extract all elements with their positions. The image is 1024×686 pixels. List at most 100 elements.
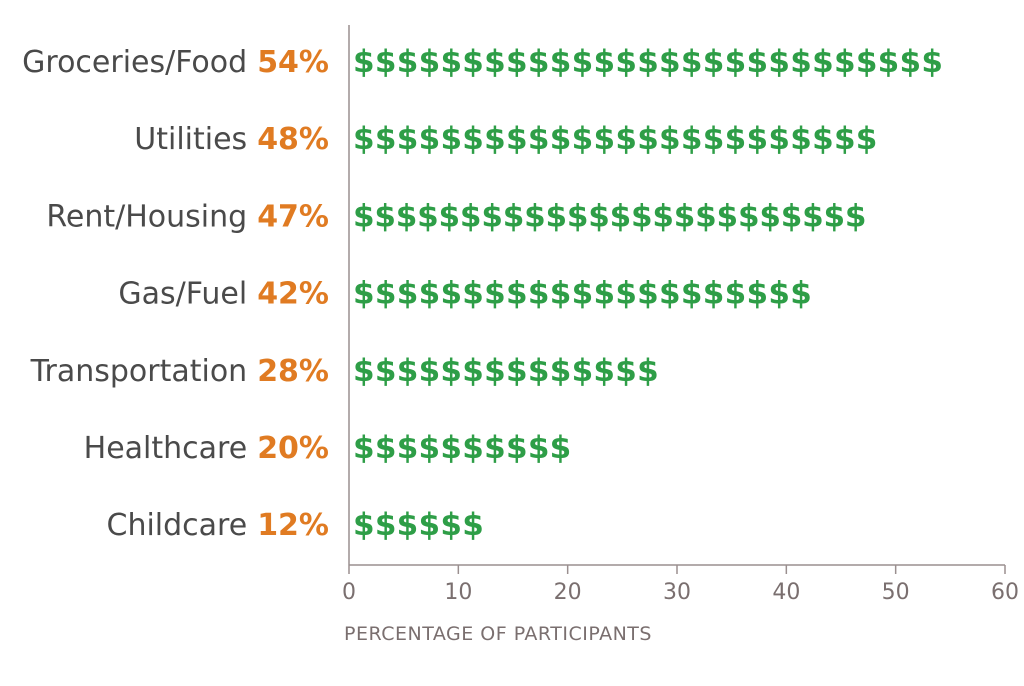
dollar-mark: $ [768, 276, 790, 312]
dollar-mark: $ [823, 198, 845, 234]
dollar-mark: $ [572, 44, 594, 80]
dollar-mark: $ [681, 276, 703, 312]
dollar-mark: $ [462, 353, 484, 389]
dollar-mark: $ [615, 44, 637, 80]
x-tick-label: 20 [554, 580, 582, 605]
dollar-mark: $ [506, 430, 528, 466]
x-tick-label: 60 [991, 580, 1019, 605]
dollar-mark: $ [790, 276, 812, 312]
dollar-mark: $ [440, 44, 462, 80]
category-label: Transportation 28% [30, 354, 329, 389]
dollar-mark: $ [725, 44, 747, 80]
dollar-mark: $ [528, 276, 550, 312]
dollar-mark: $ [375, 44, 397, 80]
dollar-mark: $ [484, 276, 506, 312]
chart-row: Rent/Housing 47% $ $ $ $ $ $ $ $ $ $ $ $ $ $ $ $ $ $ $ $ $ $ $ $ [46, 198, 866, 234]
dollar-mark: $ [747, 44, 769, 80]
chart-row: Utilities 48% $ $ $ $ $ $ $ $ $ $ $ $ $ $ $ $ $ $ $ $ $ $ $ $ [134, 121, 877, 157]
dollar-mark: $ [610, 198, 632, 234]
dollar-mark: $ [593, 44, 615, 80]
dollar-mark: $ [659, 44, 681, 80]
category-label: Healthcare 20% [84, 431, 329, 466]
dollar-mark: $ [524, 198, 546, 234]
dollar-mark: $ [746, 276, 768, 312]
dollar-mark: $ [790, 121, 812, 157]
dollar-mark: $ [506, 121, 528, 157]
dollar-mark: $ [353, 430, 375, 466]
dollar-mark: $ [374, 198, 396, 234]
dollar-mark: $ [462, 121, 484, 157]
dollar-mark: $ [462, 430, 484, 466]
dollar-mark: $ [375, 430, 397, 466]
dollar-mark: $ [440, 121, 462, 157]
dollar-mark: $ [681, 121, 703, 157]
dollar-mark: $ [550, 121, 572, 157]
dollar-mark: $ [375, 276, 397, 312]
dollar-mark: $ [703, 44, 725, 80]
dollar-mark: $ [674, 198, 696, 234]
x-tick-label: 30 [663, 580, 691, 605]
dollar-mark: $ [878, 44, 900, 80]
dollar-mark: $ [572, 353, 594, 389]
dollar-mark: $ [462, 507, 484, 543]
dollar-mark: $ [528, 353, 550, 389]
category-label: Childcare 12% [107, 508, 330, 543]
dollar-mark: $ [790, 44, 812, 80]
dollar-mark: $ [834, 44, 856, 80]
x-tick-label: 40 [772, 580, 800, 605]
dollar-mark: $ [812, 121, 834, 157]
dollar-mark: $ [419, 44, 441, 80]
chart-row: Groceries/Food 54% $ $ $ $ $ $ $ $ $ $ $ $ $ $ $ $ $ $ $ $ $ $ $… [22, 44, 943, 80]
category-label: Utilities 48% [134, 122, 329, 157]
dollar-mark: $ [588, 198, 610, 234]
x-axis-title: PERCENTAGE OF PARTICIPANTS [344, 623, 652, 645]
dollar-mark: $ [375, 353, 397, 389]
dollar-mark: $ [615, 276, 637, 312]
dollar-mark: $ [462, 44, 484, 80]
dollar-mark: $ [375, 121, 397, 157]
dollar-mark: $ [812, 44, 834, 80]
dollar-mark: $ [484, 353, 506, 389]
category-label: Rent/Housing 47% [46, 199, 329, 234]
dollar-mark: $ [717, 198, 739, 234]
dollar-mark: $ [856, 44, 878, 80]
dollar-mark: $ [834, 121, 856, 157]
dollar-mark: $ [396, 198, 418, 234]
category-label: Gas/Fuel 42% [118, 277, 329, 312]
x-tick-label: 50 [882, 580, 910, 605]
dollar-mark: $ [440, 430, 462, 466]
dollar-mark: $ [550, 430, 572, 466]
dollar-mark: $ [631, 198, 653, 234]
dollar-mark: $ [397, 44, 419, 80]
dollar-mark: $ [659, 121, 681, 157]
dollar-mark: $ [593, 121, 615, 157]
dollar-mark: $ [506, 44, 528, 80]
dollar-mark: $ [353, 507, 375, 543]
dollar-mark: $ [746, 121, 768, 157]
dollar-mark: $ [419, 276, 441, 312]
dollar-mark: $ [484, 121, 506, 157]
dollar-mark: $ [725, 276, 747, 312]
dollar-mark: $ [419, 121, 441, 157]
dollar-mark: $ [439, 198, 461, 234]
dollar-mark: $ [417, 198, 439, 234]
dollar-mark: $ [419, 507, 441, 543]
dollar-mark: $ [637, 276, 659, 312]
dollar-mark: $ [353, 276, 375, 312]
dollar-mark: $ [681, 44, 703, 80]
dollar-mark: $ [703, 276, 725, 312]
dollar-mark: $ [481, 198, 503, 234]
dollar-mark: $ [528, 44, 550, 80]
dollar-mark: $ [637, 44, 659, 80]
dollar-mark: $ [440, 276, 462, 312]
dollar-mark: $ [375, 507, 397, 543]
dollar-mark: $ [397, 353, 419, 389]
dollar-mark: $ [695, 198, 717, 234]
x-axis-ticks: 0 10 20 30 40 50 60 [342, 565, 1019, 605]
chart-rows: Groceries/Food 54% $ $ $ $ $ $ $ $ $ $ $ $ $ $ $ $ $ $ $ $ $ $ $… [22, 44, 943, 543]
dollar-mark: $ [506, 353, 528, 389]
dollar-mark: $ [703, 121, 725, 157]
dollar-mark: $ [652, 198, 674, 234]
dollar-mark: $ [353, 198, 375, 234]
